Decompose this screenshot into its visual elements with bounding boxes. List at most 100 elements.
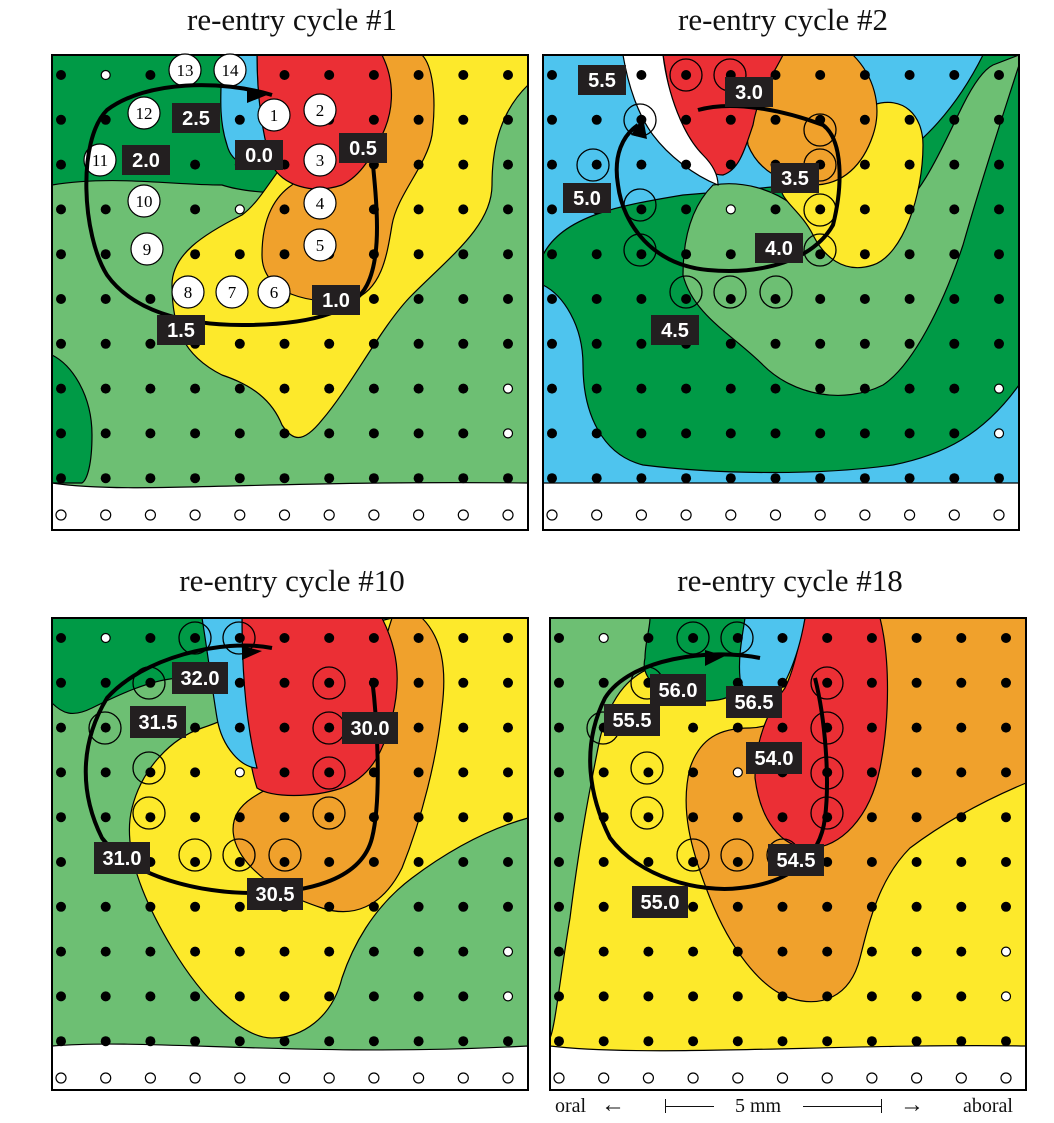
ringed-electrode [676,838,710,872]
electrode [368,114,379,125]
reentry-path-arrow [631,117,647,139]
electrode [770,383,781,394]
electrode-grid [55,632,514,1084]
sequence-circle [303,228,337,262]
time-label: 30.5 [256,884,295,906]
time-label: 55.5 [613,710,652,732]
electrode [56,901,66,912]
electrode [911,633,922,643]
electrode [279,338,290,349]
electrode [866,767,877,778]
electrode [681,383,692,394]
electrode [591,114,602,125]
electrode [56,991,66,1002]
electrode [643,812,654,823]
electrode [190,383,201,394]
electrode [413,1036,424,1047]
electrode [413,677,424,688]
electrode [458,677,469,688]
electrode [777,991,788,1002]
electrode [279,204,290,215]
electrode [503,677,513,688]
electrode [554,991,564,1002]
electrode [190,159,201,170]
electrode [279,633,290,643]
electrode [100,473,111,484]
electrode-inactive [100,509,112,521]
electrode [458,767,469,778]
electrode [1001,633,1011,643]
electrode-inactive [635,509,648,521]
electrode-inactive [55,509,67,521]
electrode [904,294,915,304]
electrode [100,901,111,912]
electrode [681,473,692,484]
sequence-circle [303,93,337,127]
electrode [725,473,736,484]
scale-bar: oral ← 5 mm → aboral [555,1092,1025,1121]
electrode-inactive [100,632,111,644]
electrode [503,1036,513,1047]
sequence-number: 9 [143,240,152,259]
time-labels: 3.0 3.5 4.0 4.5 5.0 5.5 [563,65,819,345]
electrode [324,946,335,957]
electrode [324,901,335,912]
electrode [777,1036,788,1047]
electrode [234,428,245,439]
electrode [279,857,290,867]
electrode [368,946,379,957]
reentry-path-arrow [242,646,262,660]
electrode-inactive [278,1072,291,1084]
electrode [949,159,960,170]
electrode [368,901,379,912]
electrode [770,428,781,439]
electrode [145,767,156,778]
electrode [643,991,654,1002]
electrode [866,857,877,867]
electrode [279,1036,290,1047]
ringed-electrode [803,113,837,147]
electrode [190,767,201,778]
ringed-electrode [268,838,302,872]
time-label-box [342,712,398,744]
electrode [413,294,424,304]
ringed-electrode [178,621,212,655]
electrode [732,1036,743,1047]
sequence-number: 13 [177,61,194,80]
electrode [56,70,66,80]
electrode [636,473,647,484]
electrode [100,767,111,778]
region-white-wedge [622,54,719,186]
ringed-electrode [720,838,754,872]
ringed-electrode [630,751,664,785]
electrode [279,70,290,80]
electrode [368,383,379,394]
electrode [279,383,290,394]
electrode [554,677,564,688]
time-labels: 54.0 54.5 55.0 55.5 56.0 56.5 [604,674,824,918]
electrode [56,633,66,643]
electrode-inactive [598,632,609,644]
electrode [56,677,66,688]
electrode [413,383,424,394]
time-label: 31.0 [103,848,142,870]
electrode [994,473,1004,484]
time-label-box [755,233,803,263]
sequence-circle [257,275,291,309]
time-label-box [312,285,360,315]
electrode [279,473,290,484]
time-label-box [172,103,220,133]
electrode-inactive [502,509,514,521]
time-label-box [768,844,824,876]
electrode [815,294,826,304]
time-label: 56.5 [735,692,774,714]
panel-frame [51,617,529,1091]
electrode-inactive [687,1072,699,1084]
electrode [458,812,469,823]
electrode [777,677,788,688]
electrode [145,294,156,304]
electrode [636,159,647,170]
electrode [554,812,564,823]
electrode [815,70,826,80]
electrode [324,677,335,688]
